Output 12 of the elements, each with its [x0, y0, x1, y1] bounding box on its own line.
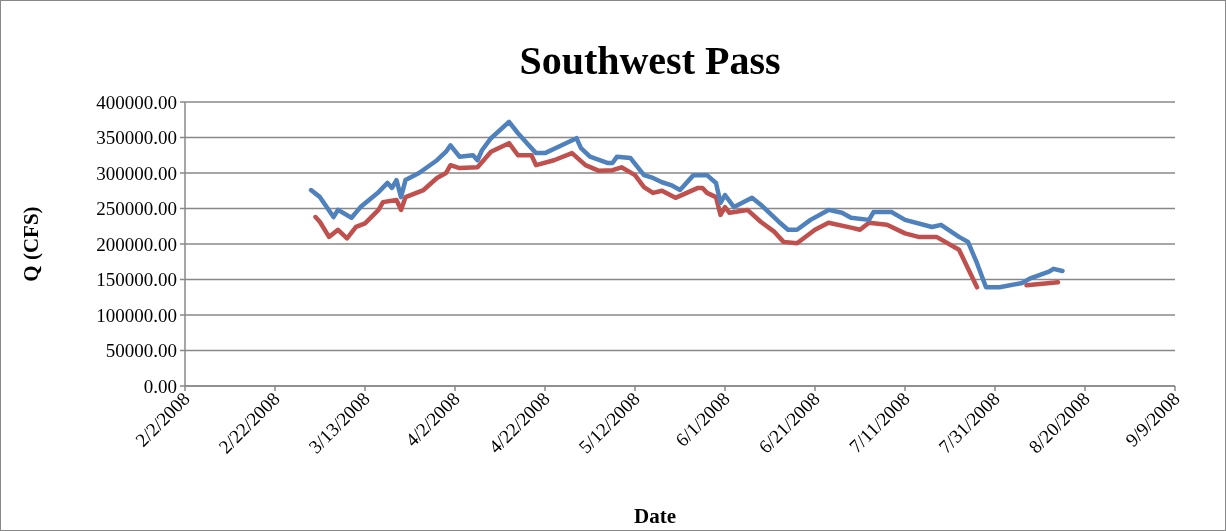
y-tick-label: 300000.00 [96, 162, 177, 184]
y-tick-label: 400000.00 [96, 91, 177, 113]
y-tick-label: 150000.00 [96, 269, 177, 291]
y-tick-label: 200000.00 [96, 233, 177, 255]
y-tick-label: 250000.00 [96, 198, 177, 220]
y-tick-label: 350000.00 [96, 127, 177, 149]
y-tick-label: 0.00 [143, 375, 177, 397]
chart-title: Southwest Pass [519, 38, 781, 83]
x-axis-title: Date [634, 504, 676, 528]
y-axis-title: Q (CFS) [19, 206, 43, 282]
y-tick-label: 100000.00 [96, 304, 177, 326]
y-tick-label: 50000.00 [105, 340, 177, 362]
